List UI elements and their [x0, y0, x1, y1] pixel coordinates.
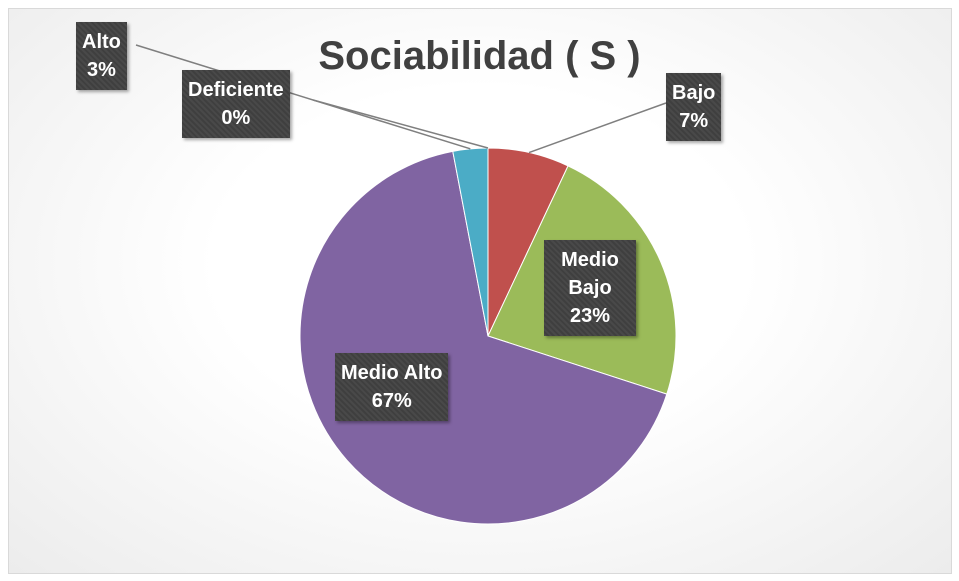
data-label: Medio Alto 67% — [335, 353, 449, 421]
chart-title: Sociabilidad ( S ) — [318, 34, 641, 78]
label-category: Bajo — [672, 82, 716, 104]
label-category: Alto — [82, 31, 121, 53]
data-label: Medio Bajo 23% — [544, 240, 636, 336]
data-label: Alto 3% — [76, 22, 127, 90]
data-label: Deficiente 0% — [182, 70, 290, 138]
label-category: Medio Bajo — [561, 249, 619, 299]
leader-line — [312, 99, 489, 149]
label-category: Deficiente — [188, 79, 284, 101]
label-value: 0% — [221, 107, 251, 129]
pie-slice — [299, 150, 668, 525]
label-value: 67% — [371, 390, 412, 412]
label-value: 23% — [569, 305, 611, 327]
label-value: 7% — [679, 110, 709, 132]
data-label: Bajo 7% — [666, 73, 722, 141]
leader-line — [135, 44, 471, 150]
leader-line — [528, 102, 667, 154]
label-value: 3% — [86, 59, 116, 81]
label-category: Medio Alto — [341, 362, 443, 384]
